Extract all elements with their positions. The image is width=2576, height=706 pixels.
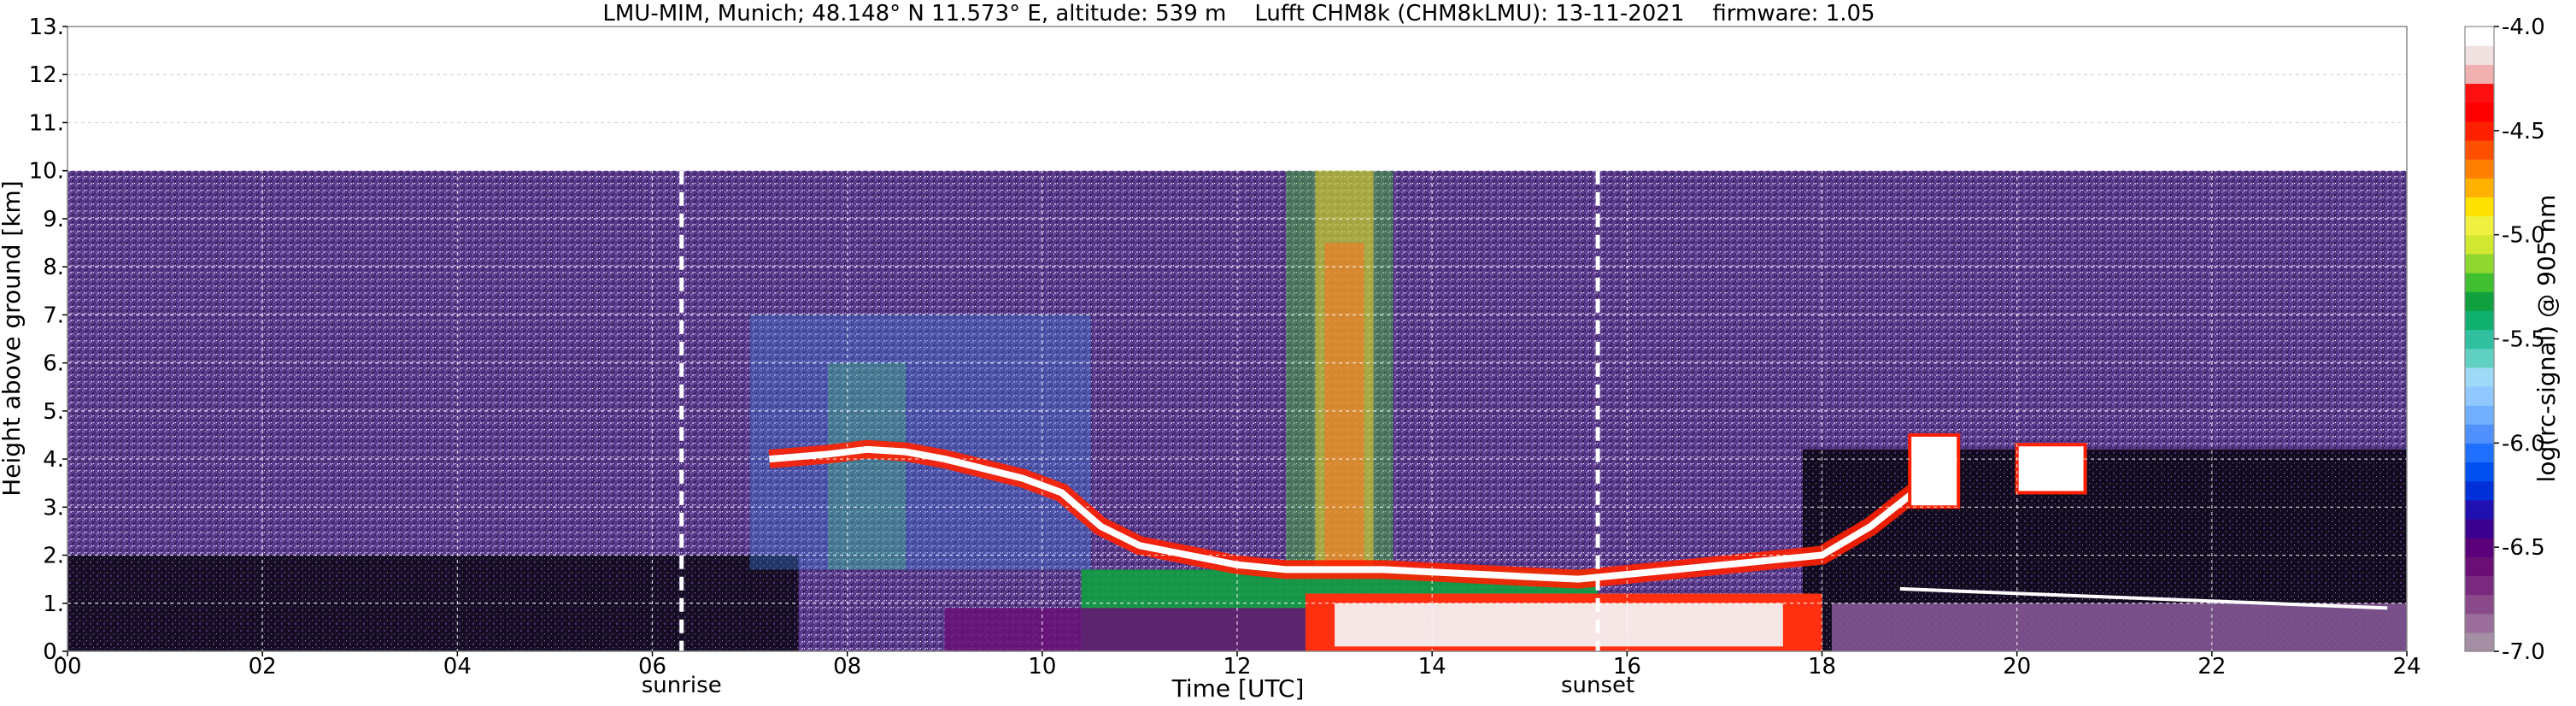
colorbar-segment <box>2465 518 2494 538</box>
annotation-label: sunset <box>1561 673 1634 698</box>
colorbar-segment <box>2465 291 2494 311</box>
colorbar <box>2464 26 2495 652</box>
y-tick-label: 13. <box>29 15 64 40</box>
y-tick-label: 11. <box>29 110 64 136</box>
y-axis-ticks: 0. 1. 2. 3. 4. 5. 6. 7. 8. 9. 10. 11. 12. 13. <box>29 15 67 665</box>
y-tick-label: 1. <box>43 591 64 617</box>
cloud-patch <box>2015 443 2087 495</box>
colorbar-tick-label: -5.5 <box>2502 327 2545 353</box>
colorbar-segment <box>2465 121 2494 141</box>
colorbar-segment <box>2465 272 2494 292</box>
colorbar-segment <box>2465 234 2494 255</box>
colorbar-segment <box>2465 424 2494 444</box>
colorbar-segment <box>2465 443 2494 463</box>
y-tick-label: 6. <box>43 351 64 377</box>
x-tick-label: 24 <box>2392 654 2421 680</box>
colorbar-segment <box>2465 480 2494 501</box>
colorbar-tick-label: -7.0 <box>2502 639 2545 665</box>
overlays <box>679 170 1600 651</box>
colorbar-segment <box>2465 197 2494 217</box>
y-axis-label: Height above ground [km] <box>0 180 26 497</box>
x-tick-label: 18 <box>1808 654 1836 680</box>
surface-layer <box>944 608 1306 651</box>
x-tick-label: 12 <box>1223 654 1251 680</box>
colorbar-segment <box>2465 632 2494 652</box>
y-tick-label: 5. <box>43 399 64 425</box>
cloud-patch <box>1908 432 1961 509</box>
x-axis-ticks: 00 02 04 06 08 10 12 14 16 18 20 22 24 <box>53 651 2421 680</box>
colorbar-segment <box>2465 178 2494 197</box>
colorbar-segment <box>2465 538 2494 557</box>
x-tick-label: 10 <box>1028 654 1056 680</box>
y-tick-label: 7. <box>43 303 64 328</box>
colorbar-segment <box>2465 613 2494 633</box>
colorbar-segment <box>2465 367 2494 387</box>
colorbar-segment <box>2465 575 2494 596</box>
y-tick-label: 2. <box>43 544 64 569</box>
colorbar-ticks: -4.0 -4.5 -5.0 -5.5 -6.0 -6.5 -7.0 <box>2494 15 2545 665</box>
colorbar-segment <box>2465 329 2494 350</box>
signal-column <box>1324 243 1364 570</box>
colorbar-segment <box>2465 83 2494 103</box>
colorbar-segment <box>2465 594 2494 615</box>
colorbar-segment <box>2465 385 2494 406</box>
y-tick-label: 12. <box>29 62 64 88</box>
y-tick-label: 4. <box>43 447 64 473</box>
colorbar-segment <box>2465 253 2494 274</box>
x-tick-label: 14 <box>1418 654 1446 680</box>
x-tick-label: 08 <box>833 654 861 680</box>
x-tick-label: 22 <box>2198 654 2226 680</box>
colorbar-tick-label: -5.0 <box>2502 223 2545 249</box>
y-tick-label: 9. <box>43 207 64 232</box>
colorbar-segment <box>2465 102 2494 122</box>
y-tick-label: 10. <box>29 159 64 185</box>
colorbar-segment <box>2465 556 2494 576</box>
signal-column <box>827 362 907 570</box>
colorbar-segment <box>2465 26 2494 46</box>
signal-column <box>749 315 1091 570</box>
colorbar-segment <box>2465 348 2494 368</box>
colorbar-segment <box>2465 64 2494 85</box>
colorbar-segment <box>2465 159 2494 179</box>
colorbar-tick-label: -6.5 <box>2502 535 2545 561</box>
colorbar-tick-label: -4.0 <box>2502 15 2545 40</box>
x-tick-label: 04 <box>443 654 472 680</box>
colorbar-label: log(rc-signal) @ 905 nm <box>2532 195 2561 483</box>
colorbar-segment <box>2465 215 2494 236</box>
colorbar-segment <box>2465 310 2494 331</box>
y-tick-label: 3. <box>43 495 64 521</box>
colorbar-segment <box>2465 139 2494 160</box>
x-axis-label: Time [UTC] <box>1171 674 1305 703</box>
colorbar-segment <box>2465 499 2494 520</box>
gridlines <box>67 26 2407 651</box>
colorbar-tick-label: -6.0 <box>2502 431 2545 456</box>
x-tick-label: 20 <box>2003 654 2031 680</box>
low-cloud-trace <box>1899 586 2388 610</box>
annotation-label: sunrise <box>642 673 722 698</box>
colorbar-tick-label: -4.5 <box>2502 119 2545 144</box>
chart-title: LMU-MIM, Munich; 48.148° N 11.573° E, al… <box>602 1 1875 26</box>
x-tick-label: 00 <box>53 654 81 680</box>
colorbar-segment <box>2465 405 2494 425</box>
x-tick-label: 02 <box>249 654 277 680</box>
x-tick-label: 16 <box>1613 654 1641 680</box>
colorbar-segment <box>2465 462 2494 482</box>
evening-surface-layer <box>1831 603 2407 651</box>
y-tick-label: 0. <box>43 639 64 665</box>
colorbar-segment <box>2465 45 2494 65</box>
annotations: sunrise sunset <box>642 673 1634 698</box>
cloud-base-line <box>769 445 1951 583</box>
y-tick-label: 8. <box>43 255 64 280</box>
boundary-layer-saturated <box>1335 603 1783 647</box>
x-tick-label: 06 <box>638 654 666 680</box>
